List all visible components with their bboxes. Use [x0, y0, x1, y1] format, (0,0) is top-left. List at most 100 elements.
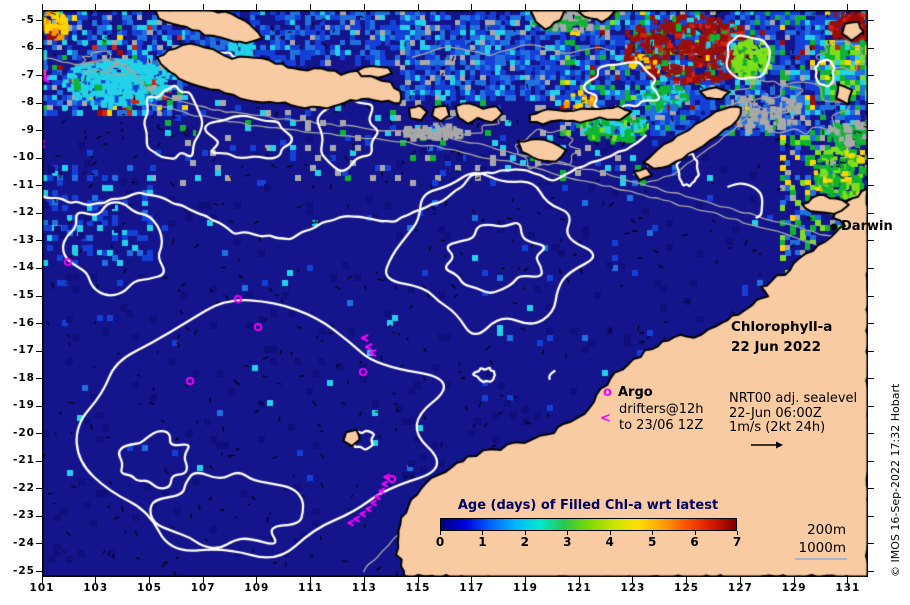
lon-tick-bottom	[310, 577, 312, 583]
lat-tick-right	[868, 405, 874, 407]
lat-tick-label: -12	[13, 206, 35, 219]
city-label-darwin: Darwin	[841, 219, 893, 234]
colorbar-tick-label: 7	[732, 535, 742, 549]
lat-tick-label: -10	[13, 151, 35, 164]
colorbar-tick-label: 6	[690, 535, 699, 549]
lon-tick-bottom	[793, 577, 795, 583]
colorbar-tick	[652, 531, 654, 535]
lat-tick-label: -14	[13, 261, 35, 274]
lon-tick-bottom	[95, 577, 97, 583]
lon-tick-label: 129	[781, 582, 807, 594]
lat-tick-label: -21	[13, 454, 35, 467]
lat-tick-left	[36, 433, 42, 435]
lat-tick-right	[868, 433, 874, 435]
lat-tick-left	[36, 571, 42, 572]
lat-tick-left	[36, 460, 42, 462]
colorbar-gradient	[440, 518, 737, 531]
lon-tick-label: 113	[351, 582, 377, 594]
product-title: Chlorophyll-a 22 Jun 2022	[731, 317, 832, 357]
sealevel-line3: 1m/s (2kt 24h)	[729, 420, 826, 435]
colorbar-tick	[609, 531, 611, 535]
lon-tick-top	[686, 4, 688, 10]
lon-tick-bottom	[739, 577, 741, 583]
lat-tick-label: -25	[13, 564, 35, 577]
lon-tick-label: 131	[835, 582, 861, 594]
lon-tick-label: 101	[29, 582, 55, 594]
lat-tick-right	[868, 378, 874, 380]
colorbar-tick	[567, 531, 569, 535]
lat-tick-label: -16	[13, 316, 35, 329]
lat-tick-left	[36, 295, 42, 297]
sealevel-line1: NRT00 adj. sealevel	[729, 391, 858, 406]
lon-tick-top	[95, 4, 97, 10]
drifter-symbol: <	[600, 411, 611, 426]
lon-tick-top	[148, 4, 150, 10]
lat-tick-label: -17	[13, 344, 35, 357]
lat-tick-right	[868, 571, 874, 572]
velocity-arrow-icon	[750, 435, 784, 454]
lat-tick-right	[868, 295, 874, 297]
lat-tick-label: -5	[21, 13, 35, 26]
argo-legend-title: Argo	[618, 385, 653, 400]
lat-tick-label: -11	[13, 178, 35, 191]
lon-tick-bottom	[632, 577, 634, 583]
lon-tick-bottom	[256, 577, 258, 583]
lon-tick-top	[310, 4, 312, 10]
product-date: 22 Jun 2022	[731, 339, 822, 355]
lon-tick-label: 125	[674, 582, 700, 594]
lat-tick-left	[36, 515, 42, 517]
lat-tick-left	[36, 102, 42, 104]
lat-tick-right	[868, 130, 874, 132]
lon-tick-label: 103	[83, 582, 109, 594]
lat-tick-left	[36, 240, 42, 242]
lon-tick-label: 119	[513, 582, 538, 594]
lat-tick-left	[36, 405, 42, 407]
lon-tick-bottom	[471, 577, 473, 583]
lon-tick-label: 105	[136, 582, 162, 594]
depth-200m: 200m	[807, 522, 846, 538]
lat-tick-label: -6	[21, 41, 35, 54]
lat-tick-left	[36, 378, 42, 380]
lat-tick-left	[36, 75, 42, 77]
lat-tick-label: -8	[21, 96, 35, 109]
lat-tick-label: -18	[13, 371, 35, 384]
colorbar-tick-label: 0	[435, 535, 445, 549]
lat-tick-left	[36, 157, 42, 159]
lat-tick-right	[868, 240, 874, 242]
lat-tick-left	[36, 20, 42, 21]
colorbar-tick	[440, 531, 441, 535]
depth-1000m: 1000m	[798, 540, 846, 556]
colorbar-title: Age (days) of Filled Chl-a wrt latest	[457, 498, 719, 513]
lon-tick-label: 123	[620, 582, 646, 594]
lat-tick-right	[868, 102, 874, 104]
lon-tick-top	[524, 4, 526, 10]
colorbar-tick	[482, 531, 484, 535]
lon-tick-top	[793, 4, 795, 10]
colorbar-tick-label: 4	[605, 535, 614, 549]
lat-tick-left	[36, 212, 42, 214]
lat-tick-label: -9	[21, 123, 35, 136]
lon-tick-label: 121	[566, 582, 592, 594]
lon-tick-bottom	[524, 577, 526, 583]
lon-tick-label: 117	[459, 582, 485, 594]
lon-tick-bottom	[686, 577, 688, 583]
lat-tick-label: -23	[13, 509, 35, 522]
lat-tick-label: -19	[13, 399, 35, 412]
sealevel-line2: 22-Jun 06:00Z	[729, 405, 822, 421]
lat-tick-right	[868, 212, 874, 214]
lat-tick-left	[36, 350, 42, 352]
lon-tick-top	[578, 4, 580, 10]
lat-tick-right	[868, 543, 874, 545]
lat-tick-label: -20	[13, 426, 35, 439]
colorbar-tick	[694, 531, 696, 535]
product-name: Chlorophyll-a	[731, 319, 833, 335]
lat-tick-label: -22	[13, 481, 35, 494]
lon-tick-top	[202, 4, 204, 10]
lon-tick-bottom	[202, 577, 204, 583]
lat-tick-left	[36, 47, 42, 49]
lat-tick-left	[36, 323, 42, 325]
depth-contour-sample	[795, 558, 847, 560]
lon-tick-top	[417, 4, 419, 10]
argo-legend-line1: drifters@12h	[619, 402, 704, 417]
